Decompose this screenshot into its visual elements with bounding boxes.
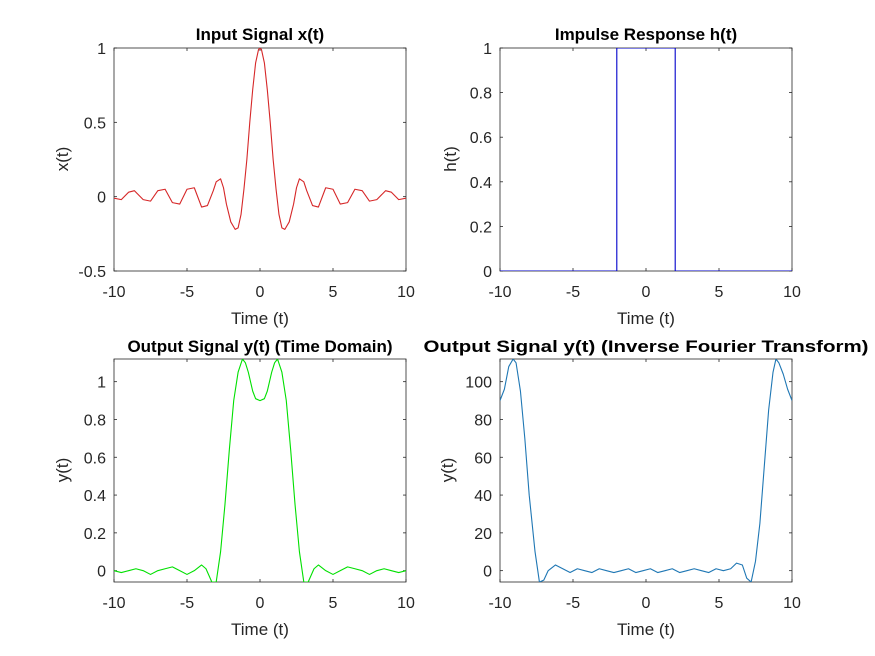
subplot-3-ytick-label: 1 xyxy=(97,375,106,392)
subplot-1-xtick-label: -5 xyxy=(180,284,194,301)
subplot-3-xtick-label: 0 xyxy=(256,595,265,612)
subplot-2-ytick-label: 0.4 xyxy=(470,175,492,192)
subplot-2-xtick-label: 0 xyxy=(642,284,651,301)
subplot-3-xtick-label: -5 xyxy=(180,595,194,612)
subplot-2-ytick-label: 0.2 xyxy=(470,219,492,236)
subplot-2-xtick-label: 10 xyxy=(783,284,801,301)
subplot-2-axes: -10 -5 0 5 10 0 0.2 0.4 0.6 0.8 1 xyxy=(470,41,801,301)
subplot-4-xtick-label: 5 xyxy=(715,595,724,612)
subplot-3-series-line xyxy=(114,359,406,582)
subplot-3-ytick-label: 0.8 xyxy=(84,412,106,429)
subplot-2-xtick-label: -10 xyxy=(488,284,511,301)
subplot-4-ytick-label: 100 xyxy=(465,375,492,392)
subplot-3-axes: -10 -5 0 5 10 0 0.2 0.4 0.6 0.8 1 xyxy=(84,358,415,612)
subplot-1-ytick-label: -0.5 xyxy=(78,264,106,281)
subplot-1-title: Input Signal x(t) xyxy=(196,25,324,44)
subplot-1-xtick-label: 10 xyxy=(397,284,415,301)
subplot-1-ytick-label: 1 xyxy=(97,41,106,58)
subplot-1-xlabel: Time (t) xyxy=(231,309,289,328)
subplot-1-xtick-label: -10 xyxy=(102,284,125,301)
subplot-4-xtick-label: -5 xyxy=(566,595,580,612)
subplot-4-ytick-label: 60 xyxy=(474,450,492,467)
subplot-2-ytick-label: 1 xyxy=(483,41,492,58)
subplot-4-xtick-label: -10 xyxy=(488,595,511,612)
subplot-2-ytick-label: 0.6 xyxy=(470,130,492,147)
subplot-4-series-line xyxy=(500,359,792,582)
subplot-1-ytick-label: 0.5 xyxy=(84,115,106,132)
subplot-1-ylabel: x(t) xyxy=(53,147,72,172)
subplot-4-ylabel: y(t) xyxy=(438,458,457,483)
subplot-input-signal: Input Signal x(t) Time (t) x(t) -10 -5 0 5 1… xyxy=(53,25,415,328)
subplot-2-xtick-label: -5 xyxy=(566,284,580,301)
subplot-2-ytick-label: 0.8 xyxy=(470,86,492,103)
subplot-3-title: Output Signal y(t) (Time Domain) xyxy=(127,337,392,356)
subplot-2-xlabel: Time (t) xyxy=(617,309,675,328)
subplot-3-ytick-label: 0.6 xyxy=(84,450,106,467)
subplot-3-ytick-label: 0.2 xyxy=(84,526,106,543)
subplot-impulse-response: Impulse Response h(t) Time (t) h(t) -10-… xyxy=(441,25,801,328)
subplot-4-ytick-label: 80 xyxy=(474,412,492,429)
subplot-1-ytick-label: 0 xyxy=(97,190,106,207)
subplot-3-xtick-label: 10 xyxy=(397,595,415,612)
subplot-1-xtick-label: 0 xyxy=(256,284,265,301)
subplot-4-ytick-label: 20 xyxy=(474,526,492,543)
subplot-3-ytick-label: 0 xyxy=(97,564,106,581)
subplot-4-ytick-label: 0 xyxy=(483,564,492,581)
subplot-4-xtick-label: 10 xyxy=(783,595,801,612)
subplot-3-xtick-label: -10 xyxy=(102,595,125,612)
subplot-2-xtick-label: 5 xyxy=(715,284,724,301)
subplot-3-xtick-label: 5 xyxy=(329,595,338,612)
subplot-1-xtick-label: 5 xyxy=(329,284,338,301)
subplot-4-xtick-label: 0 xyxy=(642,595,651,612)
subplot-4-xlabel: Time (t) xyxy=(617,620,675,639)
subplot-output-inverse-fourier: Output Signal y(t) (Inverse Fourier Tran… xyxy=(424,337,869,639)
subplot-1-series-line xyxy=(114,48,406,230)
subplot-output-time-domain: Output Signal y(t) (Time Domain) Time (t… xyxy=(53,337,415,639)
subplot-3-xlabel: Time (t) xyxy=(231,620,289,639)
subplot-2-ytick-label: 0 xyxy=(483,264,492,281)
subplot-3-ylabel: y(t) xyxy=(53,458,72,483)
subplot-2-title: Impulse Response h(t) xyxy=(555,25,737,44)
subplot-1-axes: -10 -5 0 5 10 -0.5 0 0.5 1 xyxy=(78,41,415,301)
subplot-3-ytick-label: 0.4 xyxy=(84,488,106,505)
subplot-4-title: Output Signal y(t) (Inverse Fourier Tran… xyxy=(424,337,869,356)
subplot-2-ylabel: h(t) xyxy=(441,146,460,172)
subplot-4-ytick-label: 40 xyxy=(474,488,492,505)
